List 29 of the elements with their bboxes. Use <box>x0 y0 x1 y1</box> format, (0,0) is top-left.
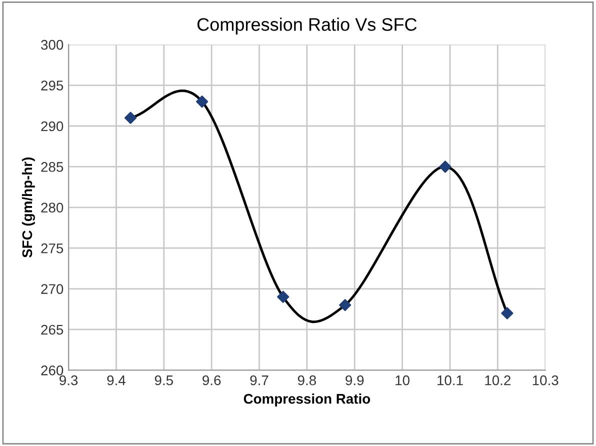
x-tick-label: 9.4 <box>107 375 126 386</box>
y-tick-label: 265 <box>41 324 64 335</box>
point <box>124 112 137 124</box>
x-tick-label: 10.1 <box>438 375 463 386</box>
y-tick-label: 275 <box>41 243 64 254</box>
x-tick-label: 10.2 <box>485 375 510 386</box>
x-tick-label: 9.7 <box>250 375 268 386</box>
point <box>439 160 452 173</box>
x-tick-label: 9.6 <box>202 375 221 386</box>
x-tick-label: 9.5 <box>154 375 173 386</box>
point <box>196 96 208 108</box>
point <box>501 307 514 320</box>
chart-title: Compression Ratio Vs SFC <box>197 18 417 34</box>
x-tick-label: 9.9 <box>346 375 364 386</box>
x-tick-label: 9.3 <box>60 375 78 386</box>
y-tick-label: 290 <box>41 121 64 132</box>
x-tick-label: 9.8 <box>298 375 316 386</box>
y-tick-label: 280 <box>41 202 64 213</box>
y-tick-label: 285 <box>41 162 64 172</box>
y-tick-label: 295 <box>41 80 64 90</box>
x-tick-label: 10.3 <box>532 375 558 386</box>
y-tick-label: 300 <box>41 40 64 50</box>
x-axis-title: Compression Ratio <box>244 394 370 406</box>
point <box>339 298 352 312</box>
point <box>277 290 290 303</box>
y-axis-title: SFC (gm/hp-hr) <box>22 158 35 258</box>
y-tick-label: 260 <box>41 366 64 376</box>
y-tick-label: 270 <box>41 284 64 294</box>
x-tick-label: 10 <box>396 375 410 386</box>
